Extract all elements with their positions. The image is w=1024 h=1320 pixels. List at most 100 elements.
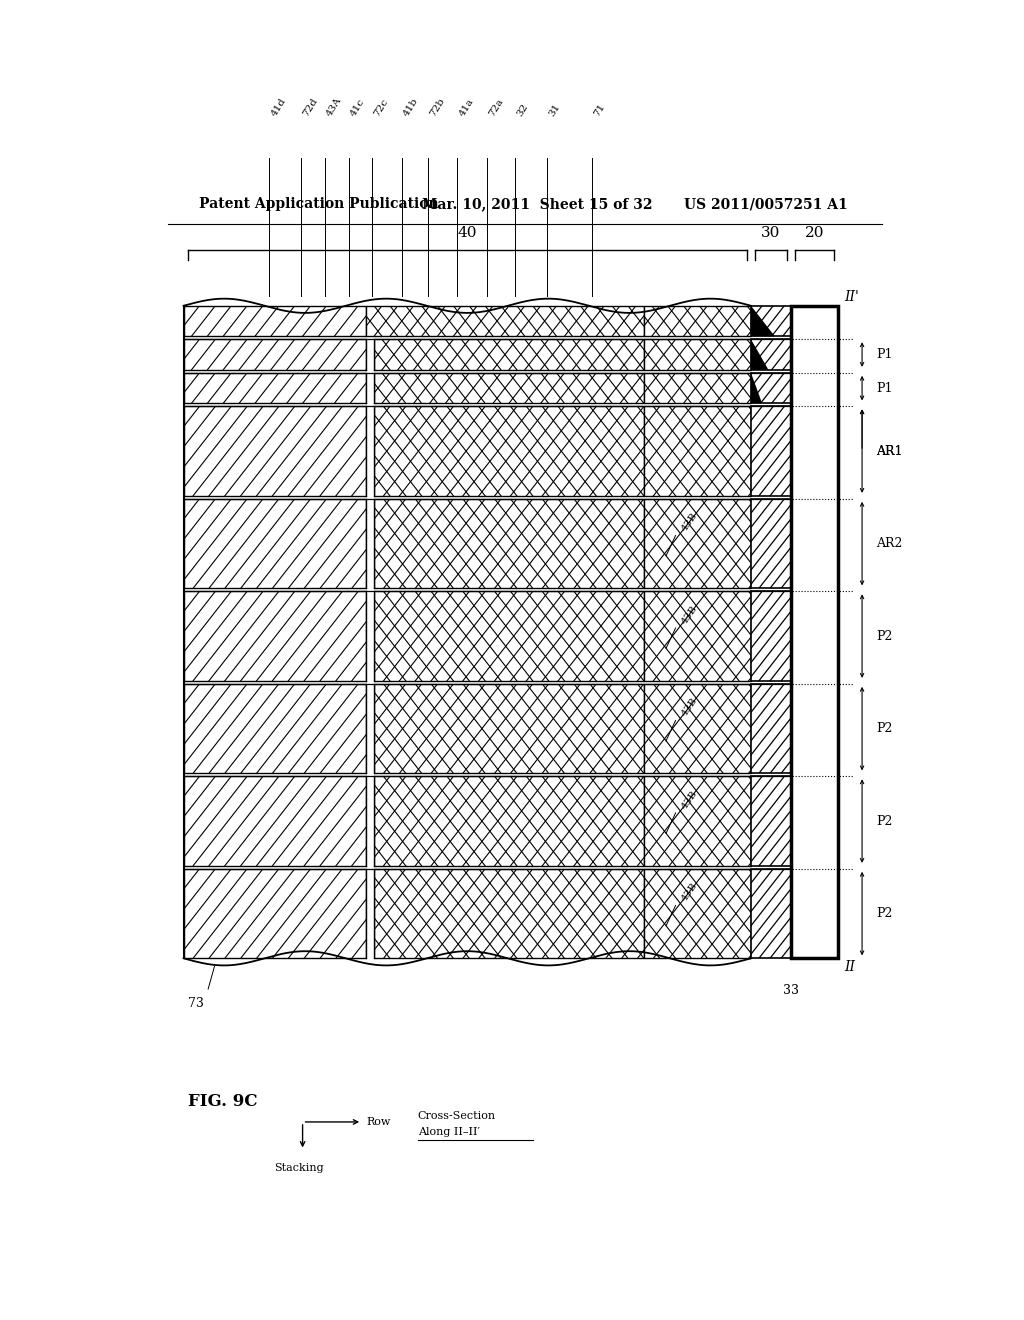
Bar — [751, 306, 791, 337]
Text: 41b: 41b — [401, 96, 420, 117]
Bar — [374, 339, 644, 370]
Bar — [751, 407, 791, 496]
Bar — [374, 407, 644, 496]
Bar — [367, 591, 374, 681]
Text: Stacking: Stacking — [273, 1163, 324, 1172]
Text: 41c: 41c — [348, 96, 367, 117]
Text: US 2011/0057251 A1: US 2011/0057251 A1 — [684, 197, 847, 211]
Bar — [367, 499, 374, 589]
Bar — [374, 684, 644, 774]
Text: P2: P2 — [877, 630, 893, 643]
Bar — [374, 407, 644, 496]
Bar — [751, 591, 791, 681]
Text: 32: 32 — [515, 102, 530, 117]
Text: 30: 30 — [761, 226, 780, 240]
Bar — [183, 591, 367, 681]
Text: 72c: 72c — [373, 96, 390, 117]
Bar — [183, 684, 367, 774]
Bar — [374, 407, 644, 496]
Text: AR1: AR1 — [877, 445, 903, 458]
Bar — [644, 776, 751, 866]
Text: 41d: 41d — [269, 96, 288, 117]
Bar — [183, 684, 367, 774]
Text: FIG. 9C: FIG. 9C — [187, 1093, 257, 1110]
Text: 72a: 72a — [486, 96, 505, 117]
Bar — [644, 869, 751, 958]
Bar — [644, 339, 751, 370]
Text: Patent Application Publication: Patent Application Publication — [200, 197, 439, 211]
Bar — [644, 407, 751, 496]
Bar — [367, 339, 374, 370]
Bar — [644, 372, 751, 404]
Text: 72b: 72b — [428, 96, 446, 117]
Bar — [374, 869, 644, 958]
Text: P1: P1 — [877, 381, 893, 395]
Bar — [751, 372, 791, 404]
Bar — [183, 339, 367, 370]
Bar — [183, 591, 367, 681]
Bar — [751, 339, 791, 370]
Bar — [374, 684, 644, 774]
Text: 43A: 43A — [325, 95, 343, 117]
Bar — [374, 339, 644, 370]
Text: 71: 71 — [592, 102, 607, 117]
Bar — [374, 339, 644, 370]
Bar — [751, 684, 791, 774]
Bar — [751, 339, 791, 370]
Bar — [644, 339, 751, 370]
Text: 43B: 43B — [680, 696, 699, 718]
Bar — [374, 499, 644, 589]
Text: 20: 20 — [805, 226, 824, 240]
Bar — [644, 407, 751, 496]
Bar — [374, 684, 644, 774]
Bar — [374, 591, 644, 681]
Text: II': II' — [845, 290, 859, 304]
Bar — [183, 776, 367, 866]
Bar — [183, 407, 367, 496]
Bar — [374, 776, 644, 866]
Bar — [644, 591, 751, 681]
Bar — [644, 776, 751, 866]
Bar — [751, 869, 791, 958]
Polygon shape — [751, 306, 775, 337]
Bar — [751, 499, 791, 589]
Bar — [644, 869, 751, 958]
Text: P2: P2 — [877, 722, 893, 735]
Text: 31: 31 — [547, 102, 562, 117]
Text: 40: 40 — [458, 226, 477, 240]
Bar — [183, 776, 367, 866]
Bar — [374, 499, 644, 589]
Text: Cross-Section: Cross-Section — [418, 1111, 496, 1121]
Bar — [644, 499, 751, 589]
Bar — [644, 499, 751, 589]
Bar — [367, 684, 374, 774]
Bar — [367, 306, 644, 337]
Text: Mar. 10, 2011  Sheet 15 of 32: Mar. 10, 2011 Sheet 15 of 32 — [422, 197, 652, 211]
Bar — [644, 306, 751, 337]
Bar — [751, 684, 791, 774]
Bar — [367, 306, 644, 337]
Bar — [644, 684, 751, 774]
Bar — [751, 407, 791, 496]
Bar — [183, 407, 367, 496]
Bar — [751, 776, 791, 866]
Text: 72d: 72d — [301, 96, 319, 117]
Bar — [644, 372, 751, 404]
Bar — [183, 869, 367, 958]
Text: 43B: 43B — [680, 511, 699, 533]
Bar — [751, 306, 791, 337]
Text: AR1: AR1 — [877, 445, 903, 458]
Bar — [644, 591, 751, 681]
Bar — [644, 684, 751, 774]
Polygon shape — [751, 372, 762, 404]
Bar — [751, 776, 791, 866]
Text: II: II — [845, 961, 856, 974]
Bar — [374, 591, 644, 681]
Bar — [644, 499, 751, 589]
Bar — [374, 591, 644, 681]
Bar — [644, 407, 751, 496]
Bar — [751, 499, 791, 589]
Bar — [183, 372, 367, 404]
Bar — [644, 684, 751, 774]
Text: 43B: 43B — [680, 882, 699, 903]
